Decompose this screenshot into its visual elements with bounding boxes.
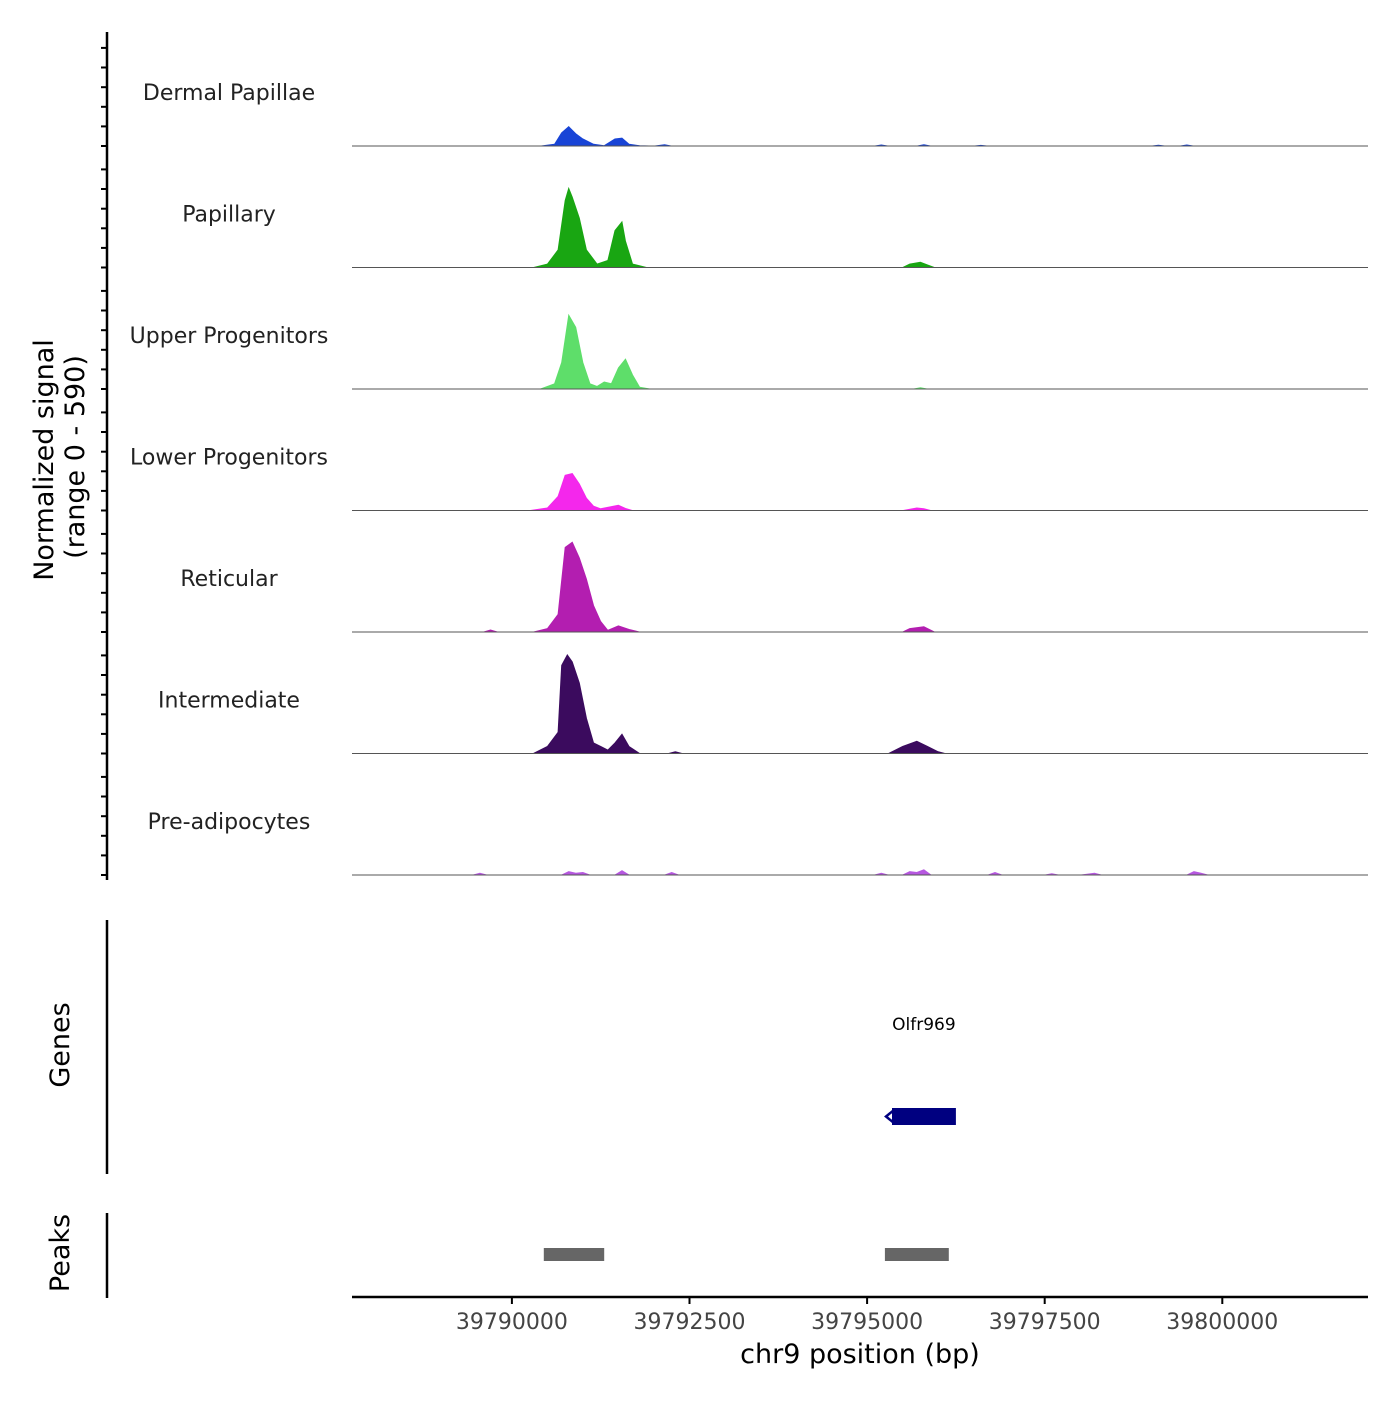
y-axis-title-line2: (range 0 - 590) xyxy=(60,355,91,559)
track-label-reticular: Reticular xyxy=(180,567,278,592)
signal-area-upper-progenitors xyxy=(352,313,1368,390)
track-label-papillary: Papillary xyxy=(182,203,276,228)
x-tick-label: 39795000 xyxy=(811,1310,923,1335)
peak-region xyxy=(543,1248,605,1261)
track-label-intermediate: Intermediate xyxy=(158,689,300,714)
x-tick-label: 39800000 xyxy=(1166,1310,1278,1335)
signal-area-dermal-papillae xyxy=(352,126,1368,147)
signal-area-intermediate xyxy=(352,654,1368,754)
gene-panel: Olfr969 xyxy=(105,920,956,1174)
x-tick-label: 39792500 xyxy=(634,1310,746,1335)
track-label-lower-progenitors: Lower Progenitors xyxy=(130,446,328,471)
x-tick-label: 39797500 xyxy=(989,1310,1101,1335)
signal-area-reticular xyxy=(352,541,1368,633)
signal-tracks: Dermal Papillae Papillary Upper Progenitor… xyxy=(130,81,1368,876)
track-label-dermal-papillae: Dermal Papillae xyxy=(143,81,315,106)
gene-body xyxy=(892,1108,956,1125)
gene-label: Olfr969 xyxy=(892,1015,956,1035)
track-label-upper-progenitors: Upper Progenitors xyxy=(130,324,329,349)
peaks-panel-label: Peaks xyxy=(45,1214,76,1292)
peak-region xyxy=(884,1248,949,1261)
x-axis-title: chr9 position (bp) xyxy=(740,1339,980,1370)
x-tick-label: 39790000 xyxy=(456,1310,568,1335)
signal-area-pre-adipocytes xyxy=(352,869,1368,876)
gene-strand-arrow xyxy=(884,1109,895,1124)
signal-area-lower-progenitors xyxy=(352,473,1368,511)
peak-panel xyxy=(105,1213,949,1298)
track-label-pre-adipocytes: Pre-adipocytes xyxy=(148,810,311,835)
x-axis: 39790000 39792500 39795000 39797500 39800000 xyxy=(352,1295,1368,1335)
signal-area-papillary xyxy=(352,186,1368,268)
y-axis-title-line1: Normalized signal xyxy=(29,339,60,581)
genes-panel-label: Genes xyxy=(45,1002,76,1087)
left-axes xyxy=(101,32,109,880)
